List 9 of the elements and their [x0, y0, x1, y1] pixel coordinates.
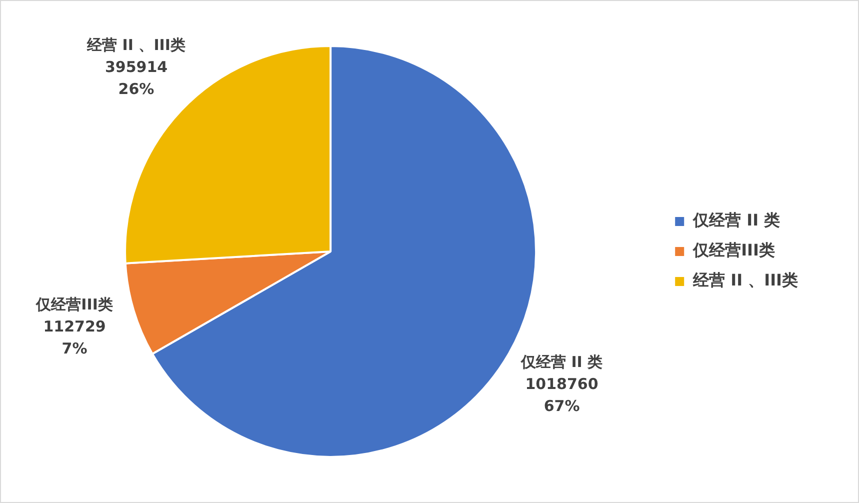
data-label: 395914 26% — [104, 58, 168, 98]
legend-label: 经营 II 、III类 — [692, 270, 798, 290]
data-label: 112729 7% — [43, 318, 106, 358]
slice-label: 仅经营III类 — [35, 296, 113, 314]
slice-label: 仅经营 II 类 — [520, 353, 603, 372]
data-label: 1018760 67% — [525, 375, 598, 416]
slice-label: 经营 II 、III类 — [86, 36, 186, 54]
legend-label: 仅经营 II 类 — [692, 210, 780, 230]
legend-label: 仅经营III类 — [692, 240, 775, 260]
